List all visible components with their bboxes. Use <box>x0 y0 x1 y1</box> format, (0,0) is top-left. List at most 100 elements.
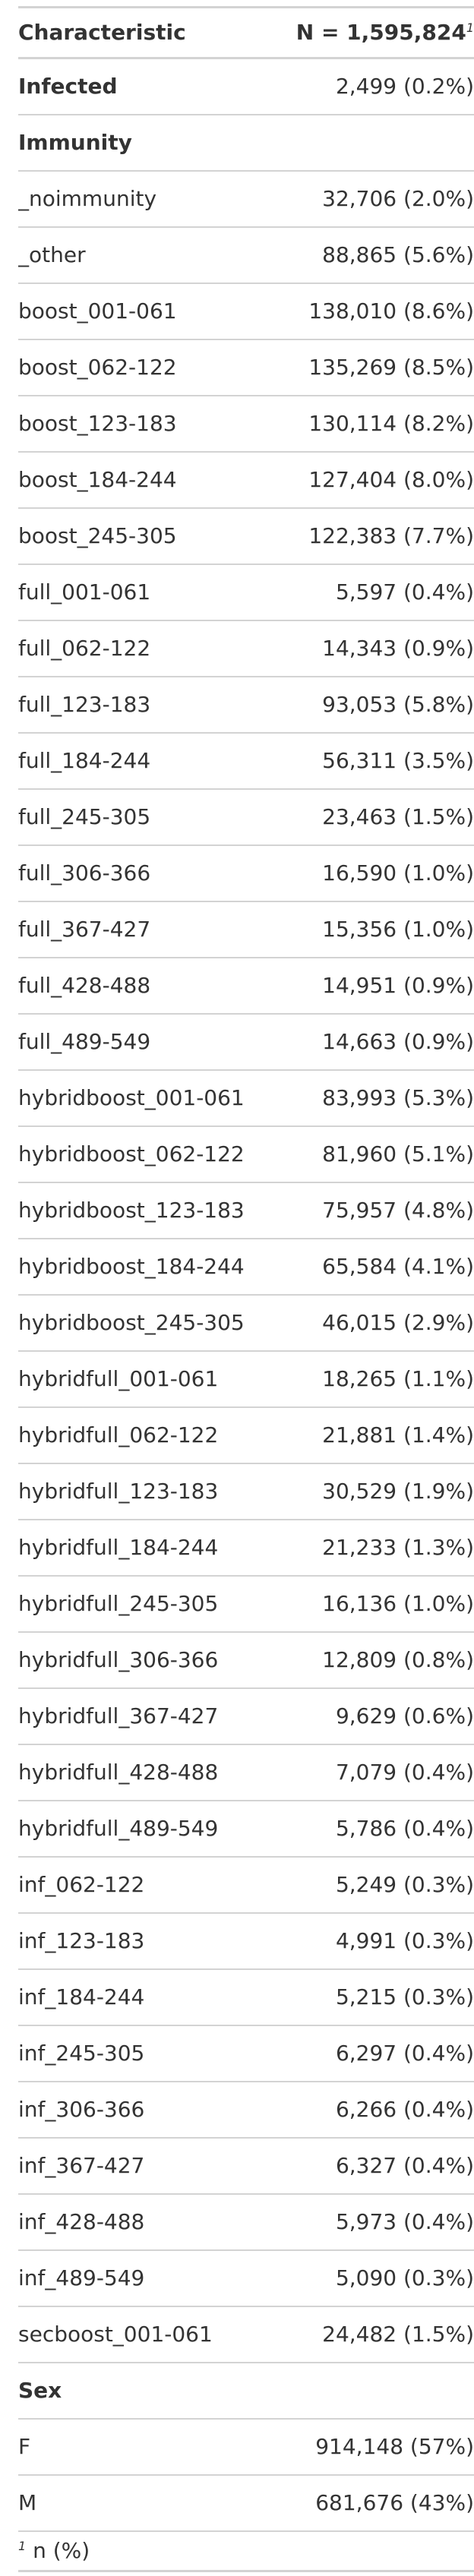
table-row: inf_367-427 6,327 (0.4%) <box>18 2136 474 2194</box>
count-value: 88,865 (5.6%) <box>292 226 474 283</box>
count-value: 12,809 (0.8%) <box>292 1631 474 1688</box>
level-label: hybridboost_123-183 <box>18 1181 292 1239</box>
summary-table: Characteristic N = 1,595,8241 Infected 2,… <box>18 6 474 2572</box>
level-label: inf_306-366 <box>18 2080 292 2138</box>
count-value: 5,215 (0.3%) <box>292 1968 474 2025</box>
count-value: 681,676 (43%) <box>292 2473 474 2531</box>
level-label: full_428-488 <box>18 956 292 1014</box>
count-value: 24,482 (1.5%) <box>292 2305 474 2363</box>
level-label: inf_062-122 <box>18 1855 292 1913</box>
table-row: hybridfull_489-549 5,786 (0.4%) <box>18 1799 474 1857</box>
level-label: hybridfull_306-366 <box>18 1631 292 1688</box>
variable-label: Immunity <box>18 113 292 171</box>
count-value <box>292 2361 474 2419</box>
count-value: 135,269 (8.5%) <box>292 338 474 396</box>
table-row: inf_489-549 5,090 (0.3%) <box>18 2249 474 2306</box>
count-value: 81,960 (5.1%) <box>292 1125 474 1182</box>
level-label: full_184-244 <box>18 731 292 789</box>
count-value: 5,786 (0.4%) <box>292 1799 474 1857</box>
table-footer: 1 n (%) <box>18 2530 474 2572</box>
count-value: 32,706 (2.0%) <box>292 169 474 227</box>
count-value: 6,297 (0.4%) <box>292 2024 474 2082</box>
count-value: 2,499 (0.2%) <box>335 73 474 99</box>
table-row: hybridboost_001-061 83,993 (5.3%) <box>18 1069 474 1126</box>
table-row: full_123-183 93,053 (5.8%) <box>18 675 474 733</box>
count-value: 138,010 (8.6%) <box>292 282 474 339</box>
level-label: boost_001-061 <box>18 282 292 339</box>
table-row: hybridfull_001-061 18,265 (1.1%) <box>18 1350 474 1407</box>
level-label: hybridfull_001-061 <box>18 1350 292 1407</box>
table-row: full_367-427 15,356 (1.0%) <box>18 900 474 958</box>
count-value: 6,327 (0.4%) <box>292 2136 474 2194</box>
variable-label: Infected <box>18 73 118 99</box>
count-value: 914,148 (57%) <box>292 2417 474 2475</box>
table-header: Characteristic N = 1,595,8241 <box>18 6 474 59</box>
level-label: inf_367-427 <box>18 2136 292 2194</box>
level-label: hybridboost_062-122 <box>18 1125 292 1182</box>
count-value: 18,265 (1.1%) <box>292 1350 474 1407</box>
level-label: full_001-061 <box>18 563 292 620</box>
table-row: _other 88,865 (5.6%) <box>18 226 474 283</box>
table-body: Infected 2,499 (0.2%) Immunity _noimmunity 3… <box>18 58 474 2531</box>
header-row: Characteristic N = 1,595,8241 <box>18 6 474 59</box>
count-value: 5,597 (0.4%) <box>292 563 474 620</box>
level-label: hybridboost_245-305 <box>18 1293 292 1351</box>
table-row: hybridfull_367-427 9,629 (0.6%) <box>18 1687 474 1744</box>
count-value: 14,343 (0.9%) <box>292 619 474 677</box>
count-value: 56,311 (3.5%) <box>292 731 474 789</box>
count-value: 75,957 (4.8%) <box>292 1181 474 1239</box>
table-row: hybridboost_184-244 65,584 (4.1%) <box>18 1237 474 1295</box>
count-value: 6,266 (0.4%) <box>292 2080 474 2138</box>
table-row: inf_123-183 4,991 (0.3%) <box>18 1911 474 1969</box>
count-value: 23,463 (1.5%) <box>292 788 474 845</box>
table-row: full_184-244 56,311 (3.5%) <box>18 731 474 789</box>
n-header: N = 1,595,8241 <box>292 6 474 59</box>
count-value: 130,114 (8.2%) <box>292 394 474 452</box>
table-row: hybridfull_428-488 7,079 (0.4%) <box>18 1743 474 1801</box>
table-row: hybridfull_062-122 21,881 (1.4%) <box>18 1406 474 1463</box>
characteristic-header: Characteristic <box>18 6 292 59</box>
table-row: hybridboost_123-183 75,957 (4.8%) <box>18 1181 474 1239</box>
footnote-marker: 1 <box>18 2538 27 2553</box>
count-value: 14,951 (0.9%) <box>292 956 474 1014</box>
table-row: hybridfull_184-244 21,233 (1.3%) <box>18 1518 474 1576</box>
count-value: 21,881 (1.4%) <box>292 1406 474 1463</box>
count-value: 5,973 (0.4%) <box>292 2192 474 2250</box>
count-value: 15,356 (1.0%) <box>292 900 474 958</box>
table-row: hybridboost_245-305 46,015 (2.9%) <box>18 1293 474 1351</box>
level-label: full_367-427 <box>18 900 292 958</box>
count-value: 14,663 (0.9%) <box>292 1012 474 1070</box>
table-row: Sex <box>18 2361 474 2419</box>
table-row: hybridfull_245-305 16,136 (1.0%) <box>18 1574 474 1632</box>
count-value: 5,090 (0.3%) <box>292 2249 474 2306</box>
variable-label: Sex <box>18 2361 292 2419</box>
level-label: hybridfull_245-305 <box>18 1574 292 1632</box>
count-value: 46,015 (2.9%) <box>292 1293 474 1351</box>
count-value: 83,993 (5.3%) <box>292 1069 474 1126</box>
level-label: F <box>18 2417 292 2475</box>
level-label: hybridfull_062-122 <box>18 1406 292 1463</box>
table-row: boost_245-305 122,383 (7.7%) <box>18 507 474 564</box>
table-row: inf_245-305 6,297 (0.4%) <box>18 2024 474 2082</box>
level-label: hybridfull_123-183 <box>18 1462 292 1520</box>
table-row: Infected 2,499 (0.2%) <box>18 58 474 115</box>
level-label: full_306-366 <box>18 844 292 901</box>
level-label: hybridfull_184-244 <box>18 1518 292 1576</box>
count-value: 65,584 (4.1%) <box>292 1237 474 1295</box>
table-row: boost_123-183 130,114 (8.2%) <box>18 394 474 452</box>
count-value: 9,629 (0.6%) <box>292 1687 474 1744</box>
table-row: full_428-488 14,951 (0.9%) <box>18 956 474 1014</box>
level-label: hybridfull_428-488 <box>18 1743 292 1801</box>
table-row: inf_428-488 5,973 (0.4%) <box>18 2192 474 2250</box>
level-label: inf_489-549 <box>18 2249 292 2306</box>
level-label: hybridboost_184-244 <box>18 1237 292 1295</box>
table-row: _noimmunity 32,706 (2.0%) <box>18 169 474 227</box>
table-row: boost_062-122 135,269 (8.5%) <box>18 338 474 396</box>
table-row: M 681,676 (43%) <box>18 2473 474 2531</box>
level-label: inf_428-488 <box>18 2192 292 2250</box>
count-value: 16,136 (1.0%) <box>292 1574 474 1632</box>
table-row: F 914,148 (57%) <box>18 2417 474 2475</box>
footnote-text: n (%) <box>26 2537 90 2563</box>
level-label: _noimmunity <box>18 169 292 227</box>
level-label: inf_184-244 <box>18 1968 292 2025</box>
